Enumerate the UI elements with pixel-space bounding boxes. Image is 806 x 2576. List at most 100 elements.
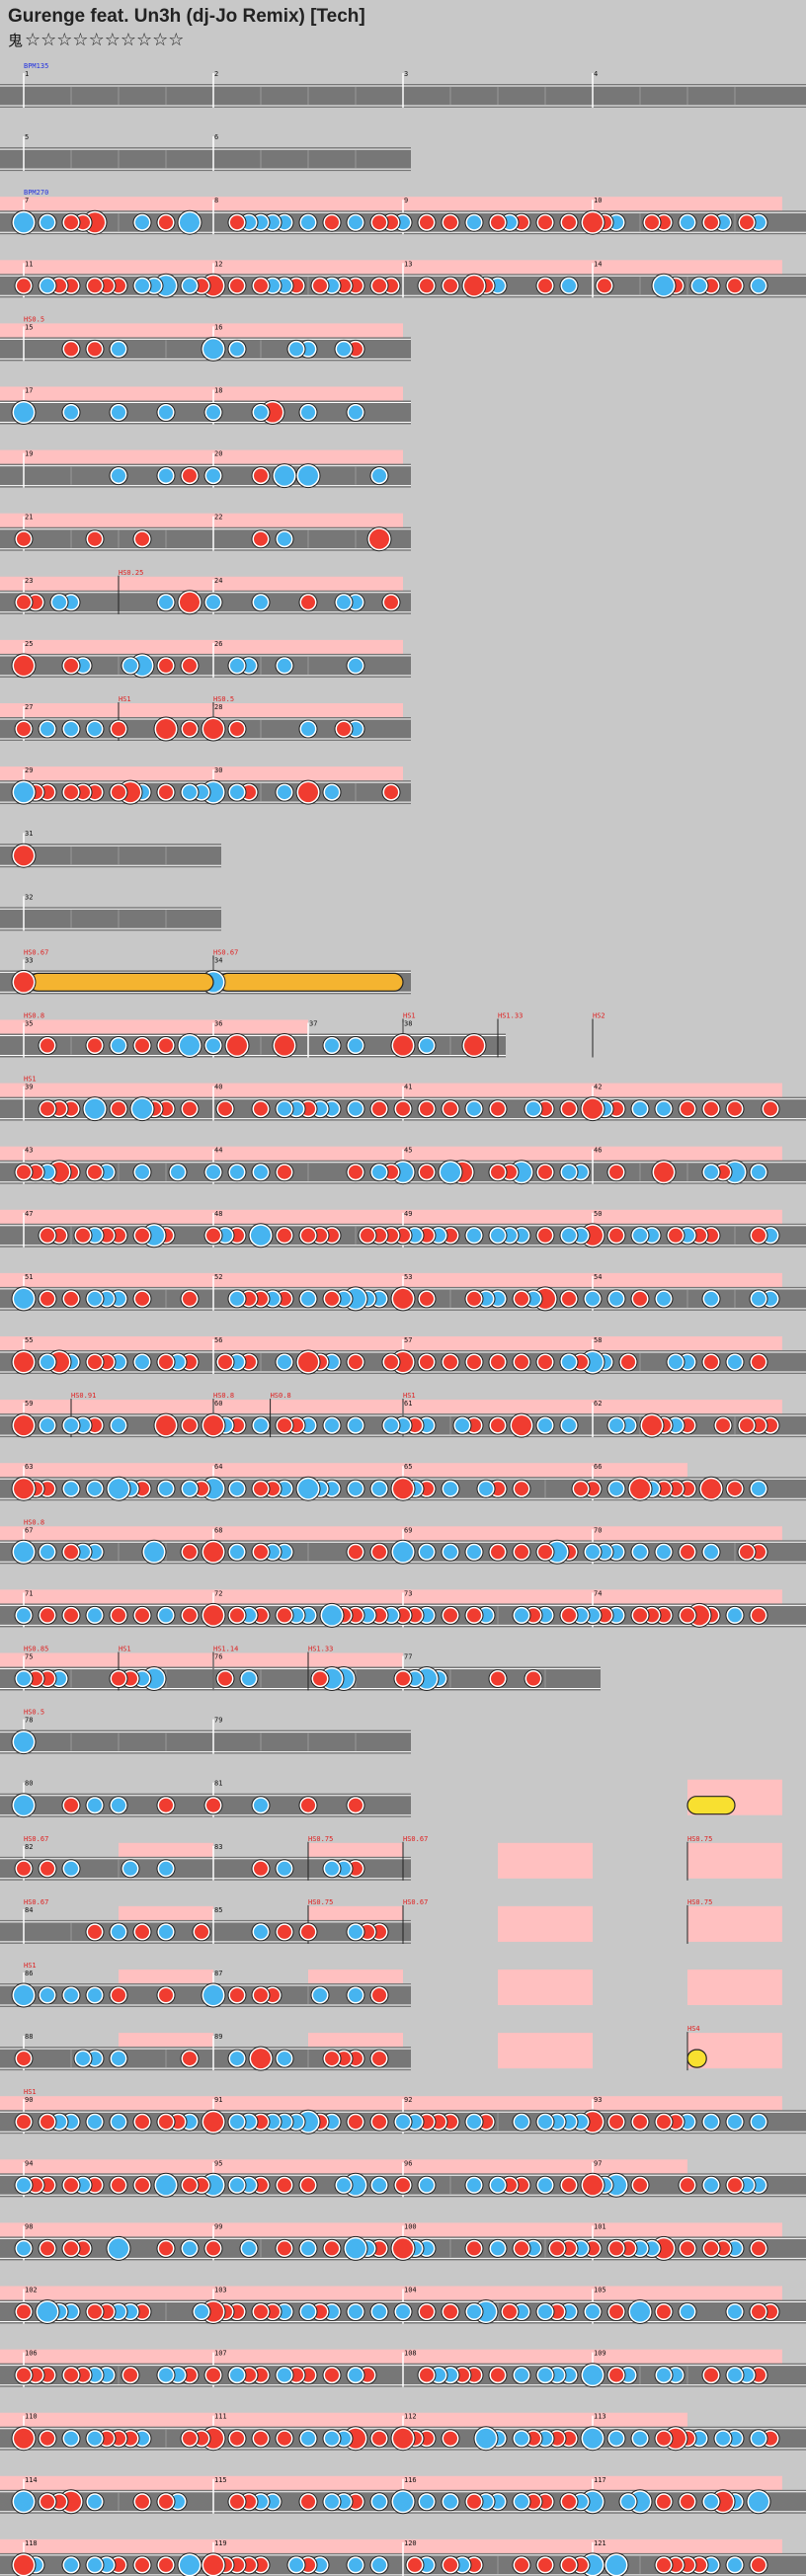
don-note-fill: [325, 2052, 339, 2066]
ka-note-fill: [242, 1671, 256, 1686]
scroll-annotation: HS0.91: [71, 1392, 96, 1400]
ka-note-fill: [455, 1418, 469, 1433]
measure-number: 2: [214, 70, 218, 78]
don-note-fill: [396, 2178, 410, 2193]
don-note-fill: [633, 1608, 647, 1623]
don-note-fill: [301, 2178, 315, 2193]
don-note-fill: [538, 215, 552, 230]
don-note-fill: [491, 1671, 505, 1686]
chart-row: 67 68 69 70 HS0.8: [0, 1518, 806, 1565]
don-note-fill: [88, 531, 102, 546]
don-note-fill: [14, 2428, 34, 2449]
ka-note-fill: [752, 2431, 766, 2446]
don-note-fill: [218, 1355, 232, 1369]
measure-number: 93: [594, 2096, 602, 2104]
don-note-fill: [183, 722, 197, 736]
measure-number: 35: [25, 1020, 33, 1028]
measure-number: 87: [214, 1970, 222, 1977]
don-note-fill: [203, 1542, 223, 1563]
measure-number: 27: [25, 703, 33, 711]
don-note-fill: [681, 1101, 694, 1116]
don-note-fill: [349, 1798, 363, 1812]
don-note-fill: [609, 2368, 623, 2382]
scroll-annotation: HS1.14: [213, 1646, 238, 1653]
ka-note-fill: [728, 2368, 742, 2382]
measure-number: 70: [594, 1526, 602, 1534]
measure-number: 53: [404, 1273, 412, 1281]
ka-note-fill: [206, 1165, 220, 1179]
scroll-annotation: HS4: [687, 2025, 700, 2033]
measure-number: 40: [214, 1084, 222, 1091]
ka-note-fill: [491, 2241, 505, 2256]
ka-note-fill: [112, 2115, 125, 2130]
ka-note-fill: [88, 1608, 102, 1623]
don-note-fill: [467, 2241, 481, 2256]
don-note-fill: [701, 1479, 721, 1499]
ka-note-fill: [349, 1988, 363, 2002]
measure-number: 39: [25, 1084, 33, 1091]
measure-number: 55: [25, 1336, 33, 1344]
scroll-annotation: HS2: [593, 1012, 605, 1020]
don-note-fill: [420, 1165, 434, 1179]
don-note-fill: [704, 2241, 718, 2256]
ka-note-fill: [159, 595, 173, 609]
don-note-fill: [562, 1608, 576, 1623]
chart-row: 94 95 96 97: [0, 2159, 806, 2198]
don-note-fill: [681, 1608, 694, 1623]
don-note-fill: [183, 1608, 197, 1623]
ka-note-fill: [443, 1545, 457, 1560]
ka-note-fill: [657, 1291, 671, 1306]
don-note-fill: [40, 1228, 54, 1243]
ka-note-fill: [325, 1861, 339, 1876]
scroll-annotation: HS0.5: [24, 1709, 44, 1717]
don-note-fill: [313, 279, 327, 293]
ka-note-fill: [40, 1988, 54, 2002]
don-note-fill: [728, 1101, 742, 1116]
don-note-fill: [254, 1545, 268, 1560]
don-note-fill: [325, 2241, 339, 2256]
don-note-fill: [112, 1988, 125, 2002]
measure-number: 17: [25, 387, 33, 395]
don-note-fill: [40, 2115, 54, 2130]
don-note-fill: [135, 1038, 149, 1053]
don-note-fill: [574, 1482, 588, 1496]
chart-row: 11 12 13 14: [0, 260, 806, 298]
measure-number: 120: [404, 2539, 417, 2547]
measure-number: 91: [214, 2096, 222, 2104]
ka-note-fill: [325, 1038, 339, 1053]
measure-number: 83: [214, 1843, 222, 1851]
ka-note-fill: [278, 658, 291, 673]
measure-number: 105: [594, 2287, 606, 2294]
measure-number: 77: [404, 1653, 412, 1661]
don-note-fill: [515, 1482, 528, 1496]
don-note-fill: [420, 1355, 434, 1369]
ka-note-fill: [633, 1545, 647, 1560]
ka-note-fill: [88, 2431, 102, 2446]
measure-number: 69: [404, 1526, 412, 1534]
ka-note-fill: [206, 468, 220, 483]
ka-note-fill: [372, 1482, 386, 1496]
ka-note-fill: [230, 1545, 244, 1560]
don-note-fill: [562, 2557, 576, 2572]
ka-note-fill: [109, 1479, 128, 1499]
ka-note-fill: [630, 2301, 650, 2322]
ka-note-fill: [467, 215, 481, 230]
don-note-fill: [562, 1291, 576, 1306]
don-note-fill: [40, 2431, 54, 2446]
don-note-fill: [112, 1671, 125, 1686]
measure-number: 8: [214, 197, 218, 204]
measure-number: 113: [594, 2413, 606, 2421]
don-note-fill: [278, 1228, 291, 1243]
don-note-fill: [278, 2431, 291, 2446]
measure-number: 5: [25, 133, 29, 141]
scroll-annotation: HS0.67: [24, 948, 48, 956]
ka-note-fill: [728, 1355, 742, 1369]
ka-note-fill: [254, 1924, 268, 1939]
don-note-fill: [491, 1355, 505, 1369]
ka-note-fill: [393, 2491, 413, 2512]
don-note-fill: [408, 2557, 422, 2572]
don-note-fill: [538, 1355, 552, 1369]
don-note-fill: [40, 1101, 54, 1116]
note-lane: [0, 526, 411, 551]
